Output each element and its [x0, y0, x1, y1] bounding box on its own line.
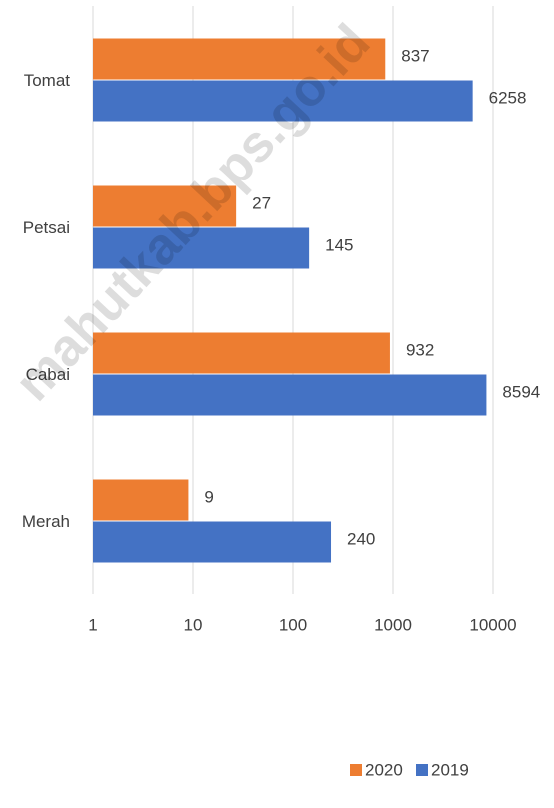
data-label: 6258	[489, 88, 527, 107]
x-tick-label: 1	[88, 615, 97, 634]
y-tick-label: Tomat	[24, 71, 71, 90]
x-tick-label: 10	[184, 615, 203, 634]
x-tick-label: 10000	[469, 615, 516, 634]
x-tick-label: 100	[279, 615, 307, 634]
legend-label: 2020	[365, 760, 403, 779]
bar	[93, 227, 310, 269]
bar	[93, 374, 487, 416]
bar	[93, 521, 332, 563]
legend-swatch	[416, 764, 428, 776]
data-label: 145	[325, 235, 353, 254]
data-label: 240	[347, 529, 375, 548]
bar	[93, 332, 390, 374]
data-label: 837	[401, 46, 429, 65]
y-tick-label: Merah	[22, 512, 70, 531]
data-label: 932	[406, 340, 434, 359]
data-label: 9	[204, 487, 213, 506]
bar	[93, 185, 237, 227]
data-label: 8594	[502, 382, 540, 401]
x-tick-label: 1000	[374, 615, 412, 634]
bar	[93, 479, 189, 521]
bar	[93, 80, 473, 122]
legend-label: 2019	[431, 760, 469, 779]
bar	[93, 38, 386, 80]
data-label: 27	[252, 193, 271, 212]
y-tick-label: Cabai	[26, 365, 70, 384]
y-tick-label: Petsai	[23, 218, 70, 237]
legend-swatch	[350, 764, 362, 776]
